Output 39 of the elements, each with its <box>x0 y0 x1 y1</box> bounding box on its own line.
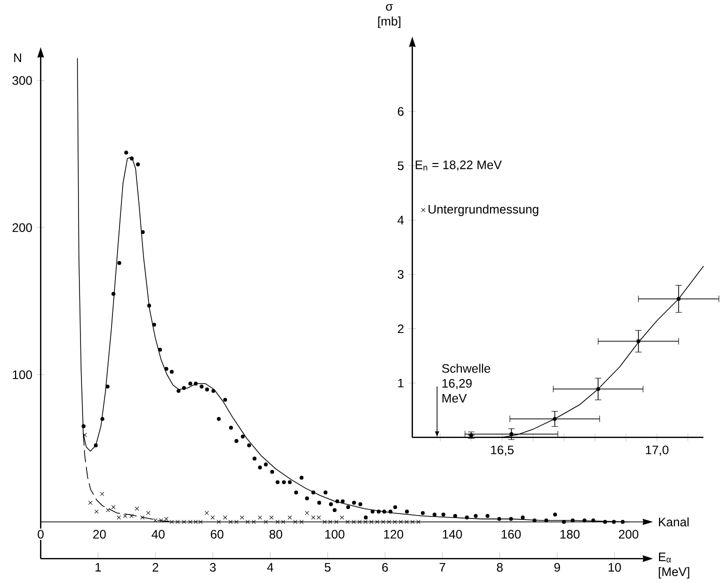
x2-tick-label: 1 <box>96 563 101 572</box>
annotation: Schwelle 16,29 MeV <box>442 364 490 403</box>
y-tick-label: 200 <box>12 223 32 232</box>
y-tick-label: 2 <box>398 324 404 334</box>
x2-tick-label: 3 <box>210 563 216 572</box>
x-axis-title: Kanal <box>658 518 689 527</box>
x-tick-label: 17,0 <box>646 446 668 456</box>
x-tick-label: 160 <box>502 530 521 539</box>
annotation: E$_{n}$ = 18,22 MeV <box>416 160 502 171</box>
y-tick-label: 6 <box>398 107 404 116</box>
x-tick-label: 16,5 <box>491 446 514 456</box>
x2-tick-label: 9 <box>554 563 560 572</box>
y-tick-label: 300 <box>12 76 32 86</box>
x-tick-label: 60 <box>210 530 224 539</box>
x2-tick-label: 2 <box>152 563 158 572</box>
x-tick-label: 140 <box>442 530 462 539</box>
x2-tick-label: 7 <box>440 563 446 572</box>
x-tick-label: 180 <box>560 530 580 539</box>
x-tick-label: 80 <box>270 530 282 539</box>
x-tick-label: 120 <box>384 530 404 539</box>
x2-tick-label: 4 <box>267 563 274 572</box>
y-tick-label: 3 <box>398 270 404 279</box>
x-tick-label: 20 <box>93 530 106 539</box>
y-axis-title: N <box>14 54 22 62</box>
x-tick-label: 0 <box>38 530 44 539</box>
x-tick-label: 40 <box>152 530 165 539</box>
x2-tick-label: 6 <box>382 563 388 572</box>
x2-tick-label: 10 <box>608 563 621 572</box>
x-tick-label: 200 <box>618 530 638 539</box>
y-tick-label: 4 <box>398 216 404 225</box>
x2-tick-label: 5 <box>324 563 331 572</box>
x2-tick-label: 8 <box>496 563 503 572</box>
y-tick-label: 100 <box>12 370 32 380</box>
y-axis-title: σ [mb] <box>378 4 400 28</box>
y-tick-label: 5 <box>398 162 404 170</box>
y-tick-label: 1 <box>398 378 404 388</box>
x2-axis-title: E$_{α}$ [MeV] <box>658 552 690 579</box>
legend-label: Untergrundmessung <box>428 204 538 216</box>
x-tick-label: 100 <box>325 530 344 539</box>
